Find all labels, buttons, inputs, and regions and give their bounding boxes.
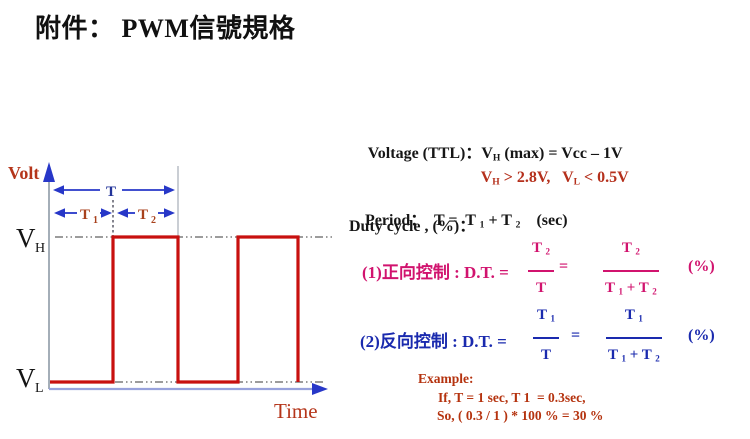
formula2-frac2-numerator: T 1: [624, 307, 643, 324]
vl-label-sub: L: [35, 381, 44, 396]
fraction-bar: [533, 337, 559, 340]
pwm-waveform: [50, 235, 300, 384]
period-p2: + T: [484, 212, 516, 229]
fraction-bar: [606, 337, 662, 340]
formula2-equals: =: [571, 327, 581, 344]
arrow-right-icon: [164, 208, 175, 218]
formula1-frac1-numerator: T 2: [532, 240, 550, 257]
t1-label: T: [80, 207, 90, 223]
y-axis: [43, 162, 55, 389]
voltage-suffix: (max) = Vcc – 1V: [500, 145, 623, 162]
period-T-label: T: [106, 184, 116, 200]
period-line: Period： T = T 1 + T 2 (sec): [349, 188, 568, 249]
t2-arrow: [117, 208, 175, 218]
vl-label: V: [16, 363, 36, 393]
range-mid: > 2.8V, V: [499, 169, 574, 186]
range-suffix: < 0.5V: [580, 169, 629, 186]
voltage-spec-line: Voltage (TTL)：VH (max) = Vcc – 1V: [352, 121, 623, 182]
period-s2: 2: [515, 219, 521, 231]
pwm-diagram: Volt T T 1 T 2: [8, 162, 333, 423]
period-p1: Period： T = T: [365, 212, 480, 229]
formula2-fraction-simple: T 1 T: [533, 307, 559, 364]
fraction-bar: [528, 270, 554, 273]
voltage-vh: V: [481, 145, 493, 162]
t2-label-sub: 2: [151, 215, 156, 226]
x-axis: [49, 383, 328, 395]
arrow-left-icon: [54, 208, 65, 218]
period-p3: (sec): [520, 212, 568, 229]
arrow-right-icon: [164, 185, 175, 195]
formula2-frac1-denominator: T: [540, 347, 551, 364]
y-axis-title: Volt: [8, 163, 39, 183]
voltage-range-line: VH > 2.8V, VL < 0.5V: [465, 151, 629, 206]
formula2-frac1-numerator: T 1: [537, 307, 555, 324]
formula2-percent: (%): [688, 327, 715, 344]
x-axis-arrow-icon: [312, 383, 328, 395]
voltage-prefix: Voltage (TTL)：: [367, 145, 482, 162]
voltage-vh-sub: H: [492, 152, 501, 164]
fraction-bar: [603, 270, 659, 273]
arrow-left-icon: [117, 208, 128, 218]
range-vh: V: [480, 169, 493, 186]
formula1-fraction-expanded: T 2 T 1 + T 2: [603, 240, 659, 298]
formula2-fraction-expanded: T 1 T 1 + T 2: [606, 307, 662, 365]
range-vl-sub: L: [573, 176, 581, 188]
formula1-percent: (%): [688, 258, 715, 275]
t1-label-sub: 1: [93, 215, 98, 226]
formula1-frac2-numerator: T 2: [621, 240, 640, 257]
y-axis-arrow-icon: [43, 162, 55, 182]
period-s1: 1: [479, 219, 485, 231]
formula1-frac2-denominator: T 1 + T 2: [605, 280, 657, 297]
example-line-1: If, T = 1 sec, T 1 = 0.3sec,: [438, 390, 586, 405]
formula2-frac2-denominator: T 1 + T 2: [608, 347, 660, 364]
vh-label: V: [16, 223, 36, 253]
formula1-fraction-simple: T 2 T: [528, 240, 554, 297]
arrow-right-icon: [101, 208, 112, 218]
formula1-frac1-denominator: T: [535, 280, 546, 297]
formula1-equals: =: [559, 258, 569, 275]
formula2-label: (2)反向控制 : D.T. =: [360, 332, 507, 351]
t2-label: T: [138, 207, 148, 223]
example-line-2: So, ( 0.3 / 1 ) * 100 % = 30 %: [437, 408, 604, 423]
page-title: 附件： PWM信號規格: [35, 14, 296, 43]
t1-arrow: [54, 208, 112, 218]
period-T-arrow: [53, 185, 175, 195]
arrow-left-icon: [53, 185, 64, 195]
duty-cycle-heading: Duty cycle , (%)：: [349, 218, 476, 235]
range-vh-sub: H: [492, 176, 500, 188]
formula1-label: (1)正向控制 : D.T. =: [362, 263, 509, 282]
vh-label-sub: H: [35, 241, 45, 256]
x-axis-title: Time: [274, 399, 318, 423]
example-heading: Example:: [418, 371, 474, 386]
